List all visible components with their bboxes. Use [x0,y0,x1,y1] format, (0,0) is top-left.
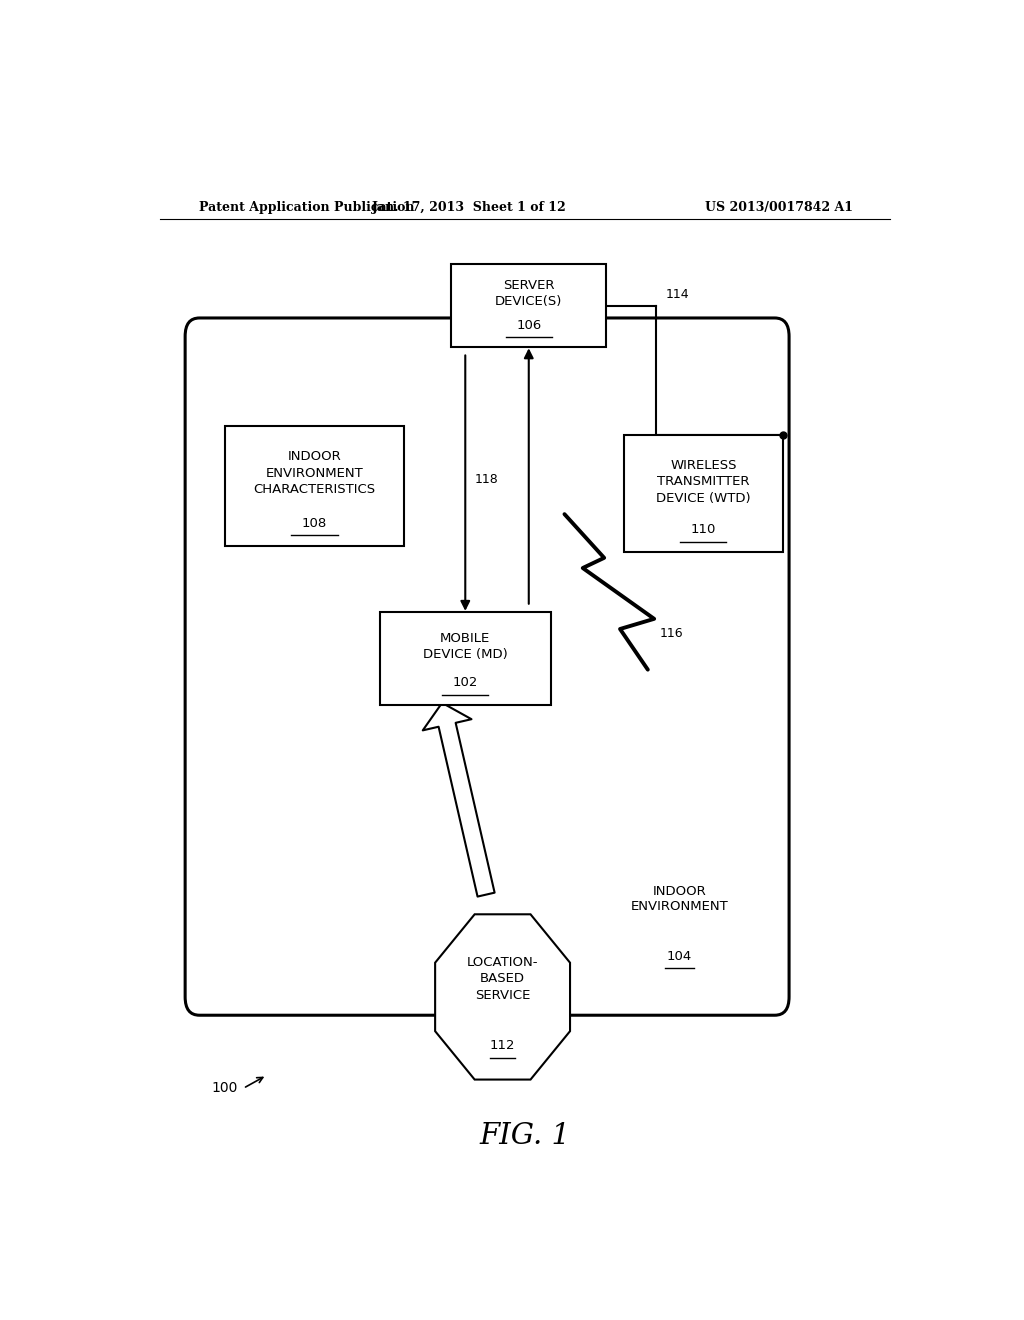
Text: 110: 110 [690,524,716,536]
Text: Jan. 17, 2013  Sheet 1 of 12: Jan. 17, 2013 Sheet 1 of 12 [372,201,566,214]
Bar [225,426,403,545]
Text: 102: 102 [453,676,478,689]
Text: 116: 116 [659,627,683,640]
Text: SERVER
DEVICE(S): SERVER DEVICE(S) [495,279,562,309]
Text: Patent Application Publication: Patent Application Publication [200,201,415,214]
Text: FIG. 1: FIG. 1 [479,1122,570,1150]
Bar [380,611,551,705]
Bar [452,264,606,347]
Text: 112: 112 [489,1039,515,1052]
Text: 100: 100 [211,1081,238,1096]
Text: 104: 104 [667,950,692,962]
Text: 114: 114 [666,288,689,301]
Text: 108: 108 [302,517,327,529]
Text: LOCATION-
BASED
SERVICE: LOCATION- BASED SERVICE [467,956,539,1002]
FancyBboxPatch shape [185,318,790,1015]
Text: 106: 106 [516,318,542,331]
Text: WIRELESS
TRANSMITTER
DEVICE (WTD): WIRELESS TRANSMITTER DEVICE (WTD) [656,458,751,504]
Text: US 2013/0017842 A1: US 2013/0017842 A1 [705,201,853,214]
Text: 118: 118 [475,473,499,486]
Bar [624,436,782,552]
Text: MOBILE
DEVICE (MD): MOBILE DEVICE (MD) [423,631,508,661]
Polygon shape [435,915,570,1080]
Text: INDOOR
ENVIRONMENT
CHARACTERISTICS: INDOOR ENVIRONMENT CHARACTERISTICS [253,450,376,496]
Text: INDOOR
ENVIRONMENT: INDOOR ENVIRONMENT [631,886,728,913]
